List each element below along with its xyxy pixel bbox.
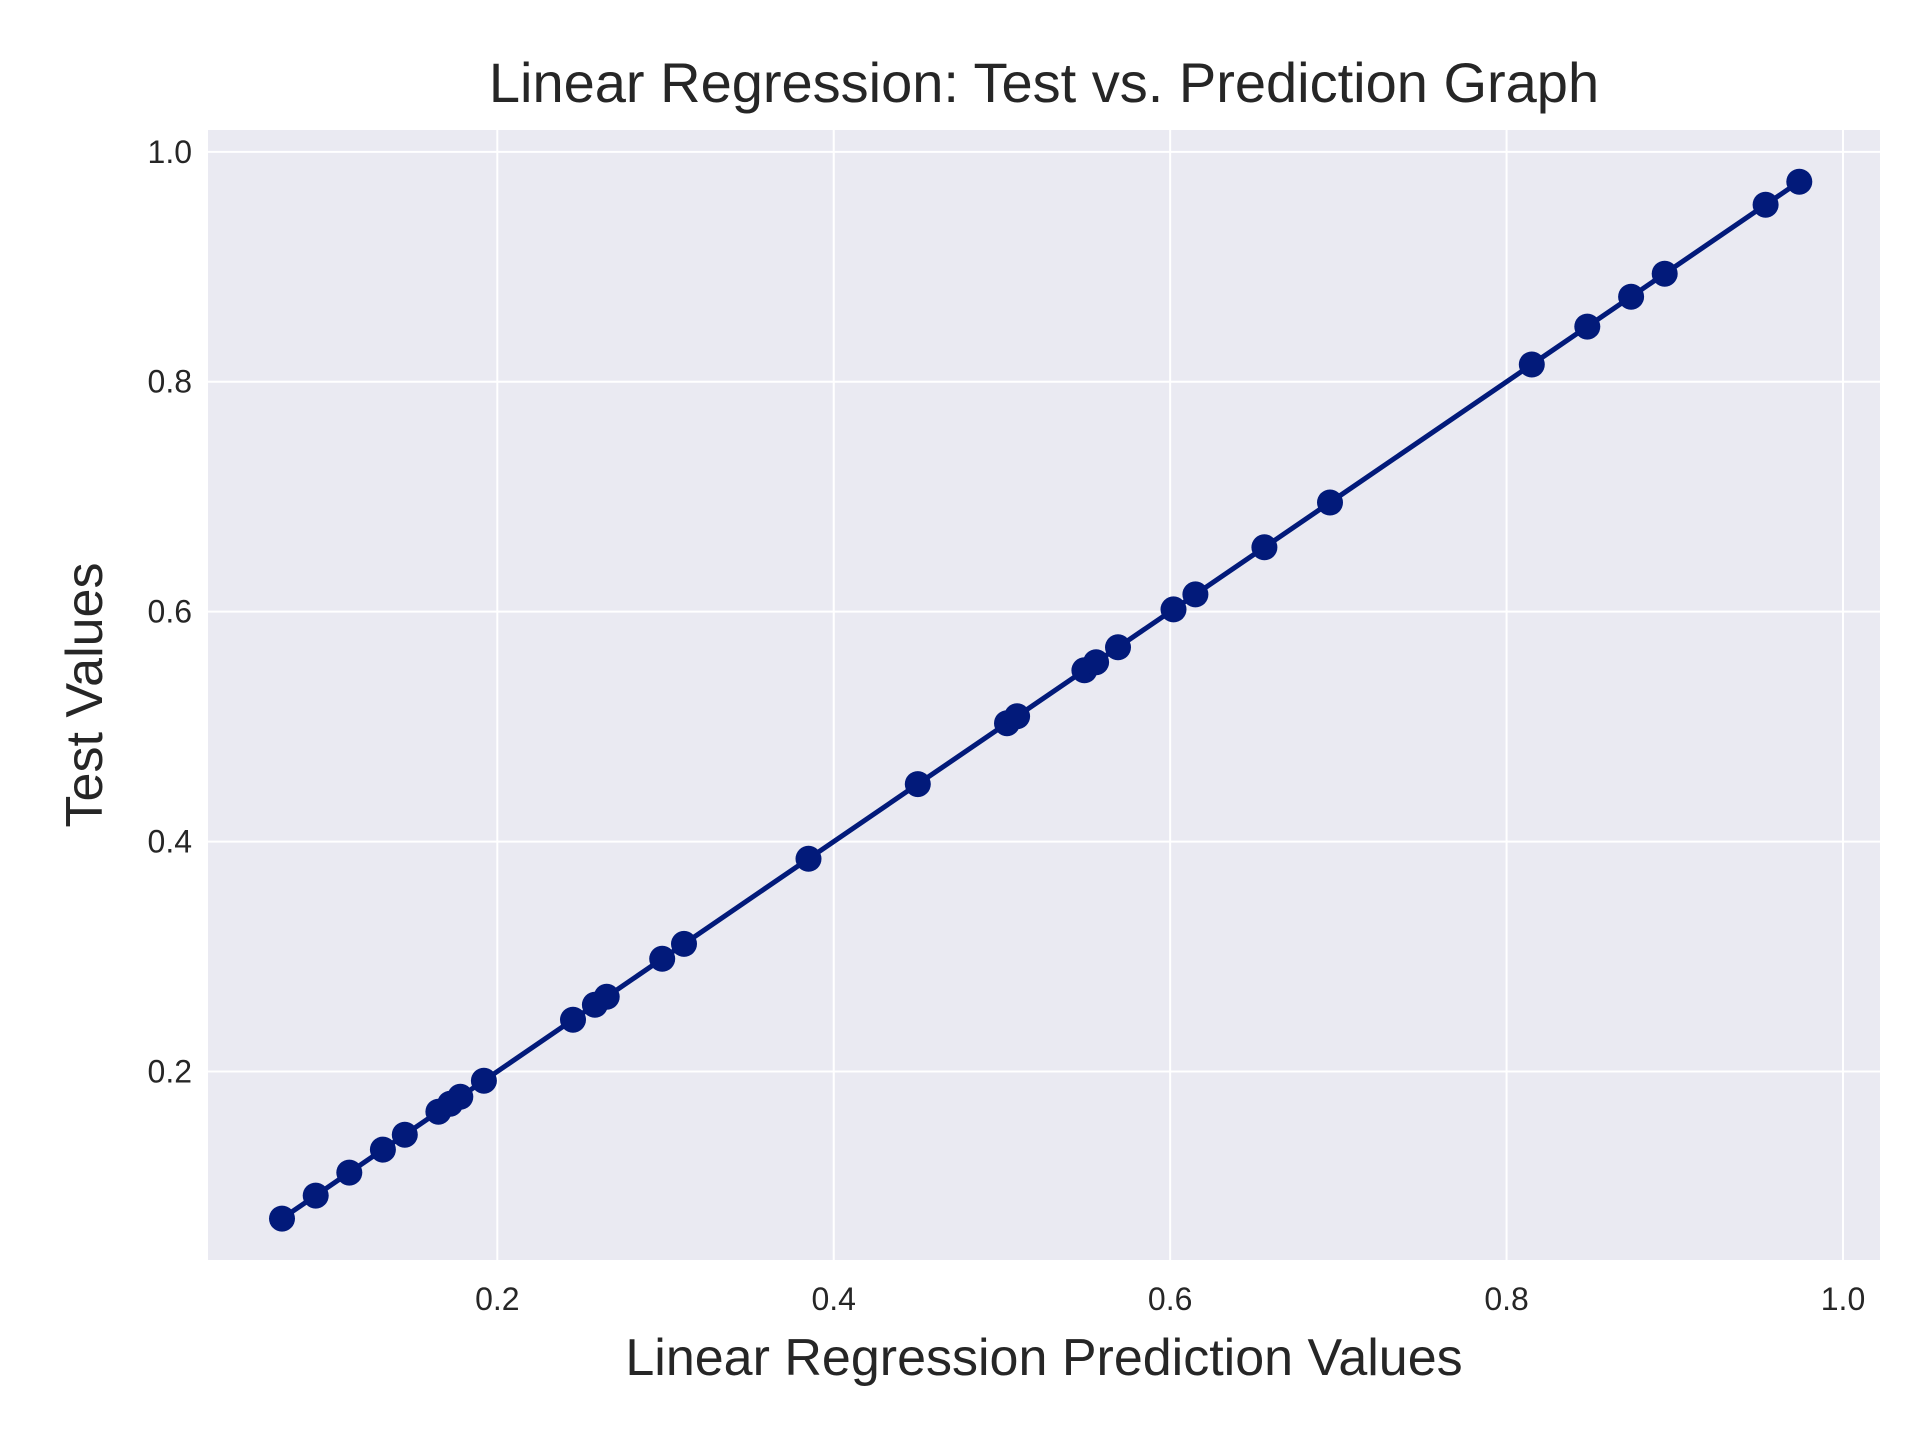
data-point (649, 945, 676, 972)
data-point (470, 1067, 497, 1094)
data-point (1518, 351, 1545, 378)
data-point (795, 845, 822, 872)
x-tick-label: 0.6 (1148, 1281, 1192, 1317)
data-point (1574, 313, 1601, 340)
data-point (1317, 489, 1343, 516)
y-tick-label: 0.8 (148, 364, 192, 400)
x-tick-label: 1.0 (1821, 1281, 1865, 1317)
data-point (391, 1121, 418, 1148)
x-tick-label: 0.4 (811, 1281, 855, 1317)
y-axis-label: Test Values (56, 563, 114, 828)
data-point (1105, 634, 1131, 661)
data-point (1083, 649, 1110, 676)
data-point (904, 771, 931, 798)
data-point (1752, 191, 1779, 218)
data-point (1182, 581, 1209, 608)
x-axis-label: Linear Regression Prediction Values (625, 1329, 1462, 1387)
data-point (1004, 703, 1031, 730)
y-tick-label: 0.2 (148, 1053, 192, 1089)
data-point (447, 1083, 474, 1110)
x-tick-labels: 0.2 0.4 0.6 0.8 1.0 (475, 1281, 1865, 1317)
data-point (1786, 168, 1813, 195)
chart-title: Linear Regression: Test vs. Prediction G… (489, 51, 1599, 114)
data-point (302, 1182, 329, 1209)
x-tick-label: 0.2 (475, 1281, 519, 1317)
y-tick-label: 1.0 (148, 134, 192, 170)
grid (208, 130, 1880, 1260)
y-tick-label: 0.6 (148, 594, 192, 630)
data-point (1651, 260, 1678, 287)
data-point (1618, 283, 1645, 310)
data-point (671, 930, 697, 957)
data-point (560, 1006, 586, 1033)
data-point (593, 983, 620, 1010)
x-tick-label: 0.8 (1484, 1281, 1528, 1317)
data-point (336, 1159, 363, 1186)
y-tick-label: 0.4 (148, 824, 192, 860)
data-point (269, 1205, 295, 1232)
data-points (269, 168, 1813, 1232)
data-point (1160, 596, 1187, 623)
y-tick-labels: 0.2 0.4 0.6 0.8 1.0 (148, 134, 192, 1090)
data-point (1251, 534, 1278, 561)
data-point (369, 1136, 396, 1163)
